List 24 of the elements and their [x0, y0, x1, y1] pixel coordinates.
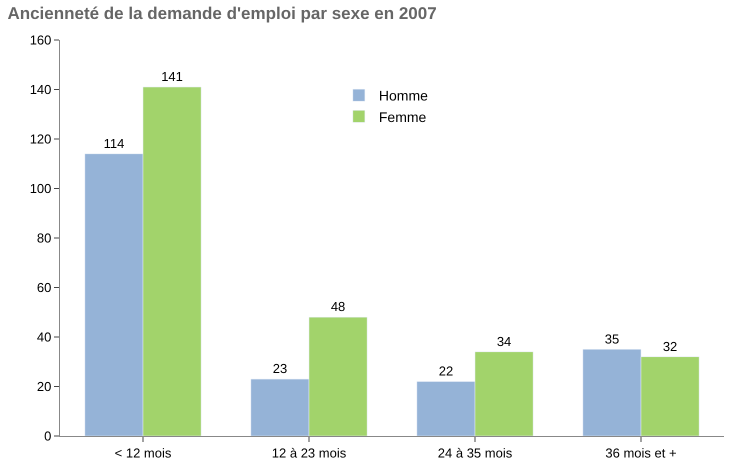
- data-label: 114: [104, 136, 124, 151]
- y-tick-label: 140: [30, 82, 52, 98]
- y-tick-label: 100: [30, 181, 52, 196]
- y-tick-label: 40: [36, 330, 52, 345]
- data-label: 22: [438, 364, 454, 379]
- y-tick-label: 60: [36, 280, 52, 296]
- data-label: 48: [330, 299, 346, 314]
- data-label: 141: [161, 69, 183, 84]
- data-label: 34: [496, 334, 512, 349]
- y-tick-label: 120: [30, 132, 52, 147]
- y-tick-label: 160: [30, 32, 52, 48]
- data-label: 23: [272, 361, 288, 376]
- data-label: 32: [662, 338, 678, 354]
- x-tick-label: 24 à 35 mois: [438, 446, 513, 461]
- y-tick-label: 20: [36, 379, 52, 394]
- x-tick-label: 12 à 23 mois: [272, 446, 347, 461]
- x-tick-label: < 12 mois: [114, 446, 172, 461]
- chart-title: Ancienneté de la demande d'emploi par sexe en 2007: [7, 4, 437, 24]
- y-tick-label: 0: [44, 428, 52, 444]
- data-label: 35: [604, 331, 620, 346]
- x-tick-label: 36 mois et +: [605, 446, 677, 461]
- legend-label: Homme: [378, 88, 428, 104]
- y-tick-label: 80: [36, 230, 52, 246]
- legend-label: Femme: [378, 108, 427, 125]
